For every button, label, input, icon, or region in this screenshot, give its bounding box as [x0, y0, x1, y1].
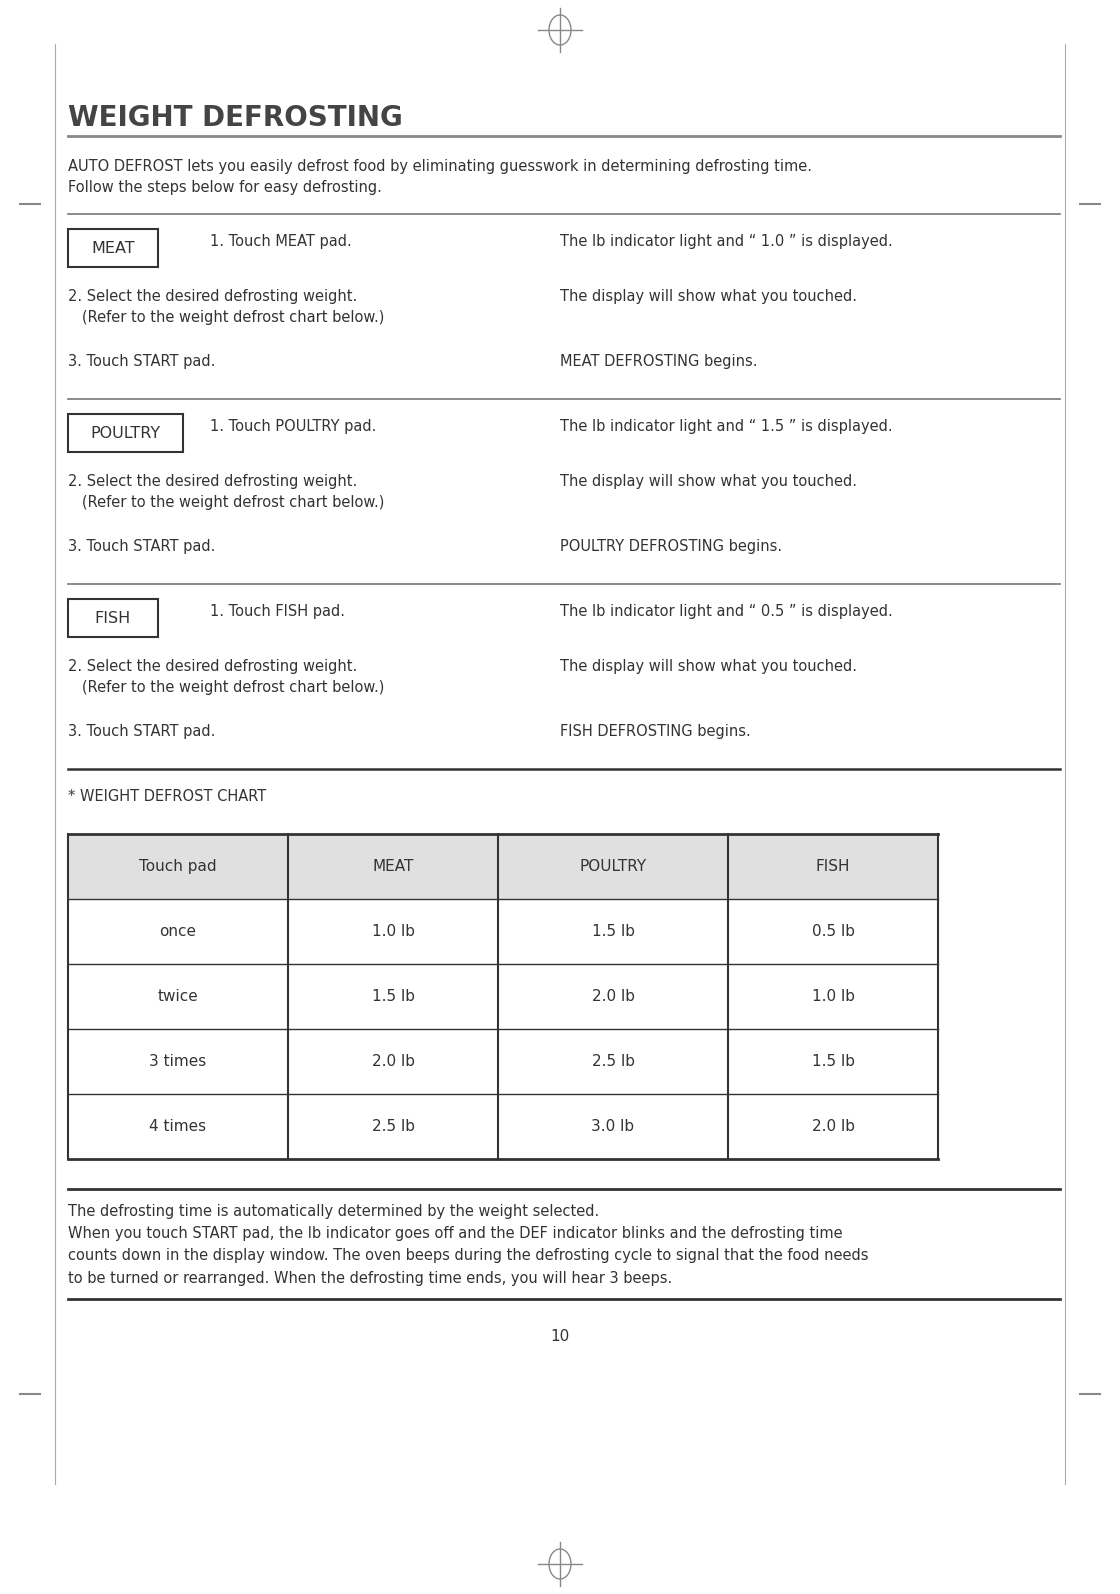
- Text: FISH: FISH: [815, 859, 850, 874]
- Text: 1.0 lb: 1.0 lb: [812, 988, 855, 1004]
- Text: 2. Select the desired defrosting weight.
   (Refer to the weight defrost chart b: 2. Select the desired defrosting weight.…: [68, 658, 384, 695]
- Bar: [68, 1030, 939, 1093]
- Text: The display will show what you touched.: The display will show what you touched.: [560, 658, 857, 674]
- Text: POULTRY DEFROSTING begins.: POULTRY DEFROSTING begins.: [560, 539, 782, 555]
- Bar: [68, 964, 939, 1030]
- Text: The display will show what you touched.: The display will show what you touched.: [560, 473, 857, 489]
- Text: The lb indicator light and “ 1.5 ” is displayed.: The lb indicator light and “ 1.5 ” is di…: [560, 419, 893, 434]
- Text: 1. Touch FISH pad.: 1. Touch FISH pad.: [211, 604, 345, 618]
- Text: FISH: FISH: [95, 611, 131, 625]
- Text: AUTO DEFROST lets you easily defrost food by eliminating guesswork in determinin: AUTO DEFROST lets you easily defrost foo…: [68, 159, 812, 194]
- Text: 3.0 lb: 3.0 lb: [591, 1119, 635, 1133]
- Text: twice: twice: [158, 988, 198, 1004]
- Text: 1.5 lb: 1.5 lb: [372, 988, 414, 1004]
- Text: 2.5 lb: 2.5 lb: [372, 1119, 414, 1133]
- FancyBboxPatch shape: [68, 230, 158, 268]
- Text: The lb indicator light and “ 0.5 ” is displayed.: The lb indicator light and “ 0.5 ” is di…: [560, 604, 893, 618]
- Text: 2.0 lb: 2.0 lb: [372, 1054, 414, 1070]
- Text: once: once: [159, 925, 196, 939]
- Text: The defrosting time is automatically determined by the weight selected.
When you: The defrosting time is automatically det…: [68, 1203, 868, 1286]
- Text: 10: 10: [550, 1329, 570, 1344]
- Text: 2. Select the desired defrosting weight.
   (Refer to the weight defrost chart b: 2. Select the desired defrosting weight.…: [68, 473, 384, 510]
- Text: POULTRY: POULTRY: [579, 859, 646, 874]
- Text: 3. Touch START pad.: 3. Touch START pad.: [68, 539, 215, 555]
- Text: MEAT DEFROSTING begins.: MEAT DEFROSTING begins.: [560, 354, 757, 368]
- Text: FISH DEFROSTING begins.: FISH DEFROSTING begins.: [560, 724, 750, 740]
- Text: 4 times: 4 times: [149, 1119, 206, 1133]
- Text: 1.5 lb: 1.5 lb: [591, 925, 635, 939]
- FancyBboxPatch shape: [68, 599, 158, 638]
- FancyBboxPatch shape: [68, 414, 183, 453]
- Text: The lb indicator light and “ 1.0 ” is displayed.: The lb indicator light and “ 1.0 ” is di…: [560, 234, 893, 249]
- Text: WEIGHT DEFROSTING: WEIGHT DEFROSTING: [68, 104, 403, 132]
- Bar: [68, 834, 939, 899]
- Text: * WEIGHT DEFROST CHART: * WEIGHT DEFROST CHART: [68, 789, 267, 803]
- Text: 1. Touch POULTRY pad.: 1. Touch POULTRY pad.: [211, 419, 376, 434]
- Text: 3. Touch START pad.: 3. Touch START pad.: [68, 724, 215, 740]
- Text: 2. Select the desired defrosting weight.
   (Refer to the weight defrost chart b: 2. Select the desired defrosting weight.…: [68, 289, 384, 325]
- Text: MEAT: MEAT: [372, 859, 413, 874]
- Text: 2.0 lb: 2.0 lb: [591, 988, 635, 1004]
- Text: The display will show what you touched.: The display will show what you touched.: [560, 289, 857, 304]
- Text: 0.5 lb: 0.5 lb: [812, 925, 855, 939]
- Text: 1.5 lb: 1.5 lb: [812, 1054, 855, 1070]
- Text: MEAT: MEAT: [91, 241, 134, 255]
- Text: 3 times: 3 times: [149, 1054, 206, 1070]
- Text: 3. Touch START pad.: 3. Touch START pad.: [68, 354, 215, 368]
- Text: 1. Touch MEAT pad.: 1. Touch MEAT pad.: [211, 234, 352, 249]
- Bar: [68, 899, 939, 964]
- Bar: [68, 1093, 939, 1159]
- Text: 2.5 lb: 2.5 lb: [591, 1054, 635, 1070]
- Text: 2.0 lb: 2.0 lb: [812, 1119, 855, 1133]
- Text: Touch pad: Touch pad: [139, 859, 217, 874]
- Text: 1.0 lb: 1.0 lb: [372, 925, 414, 939]
- Text: POULTRY: POULTRY: [91, 426, 160, 440]
